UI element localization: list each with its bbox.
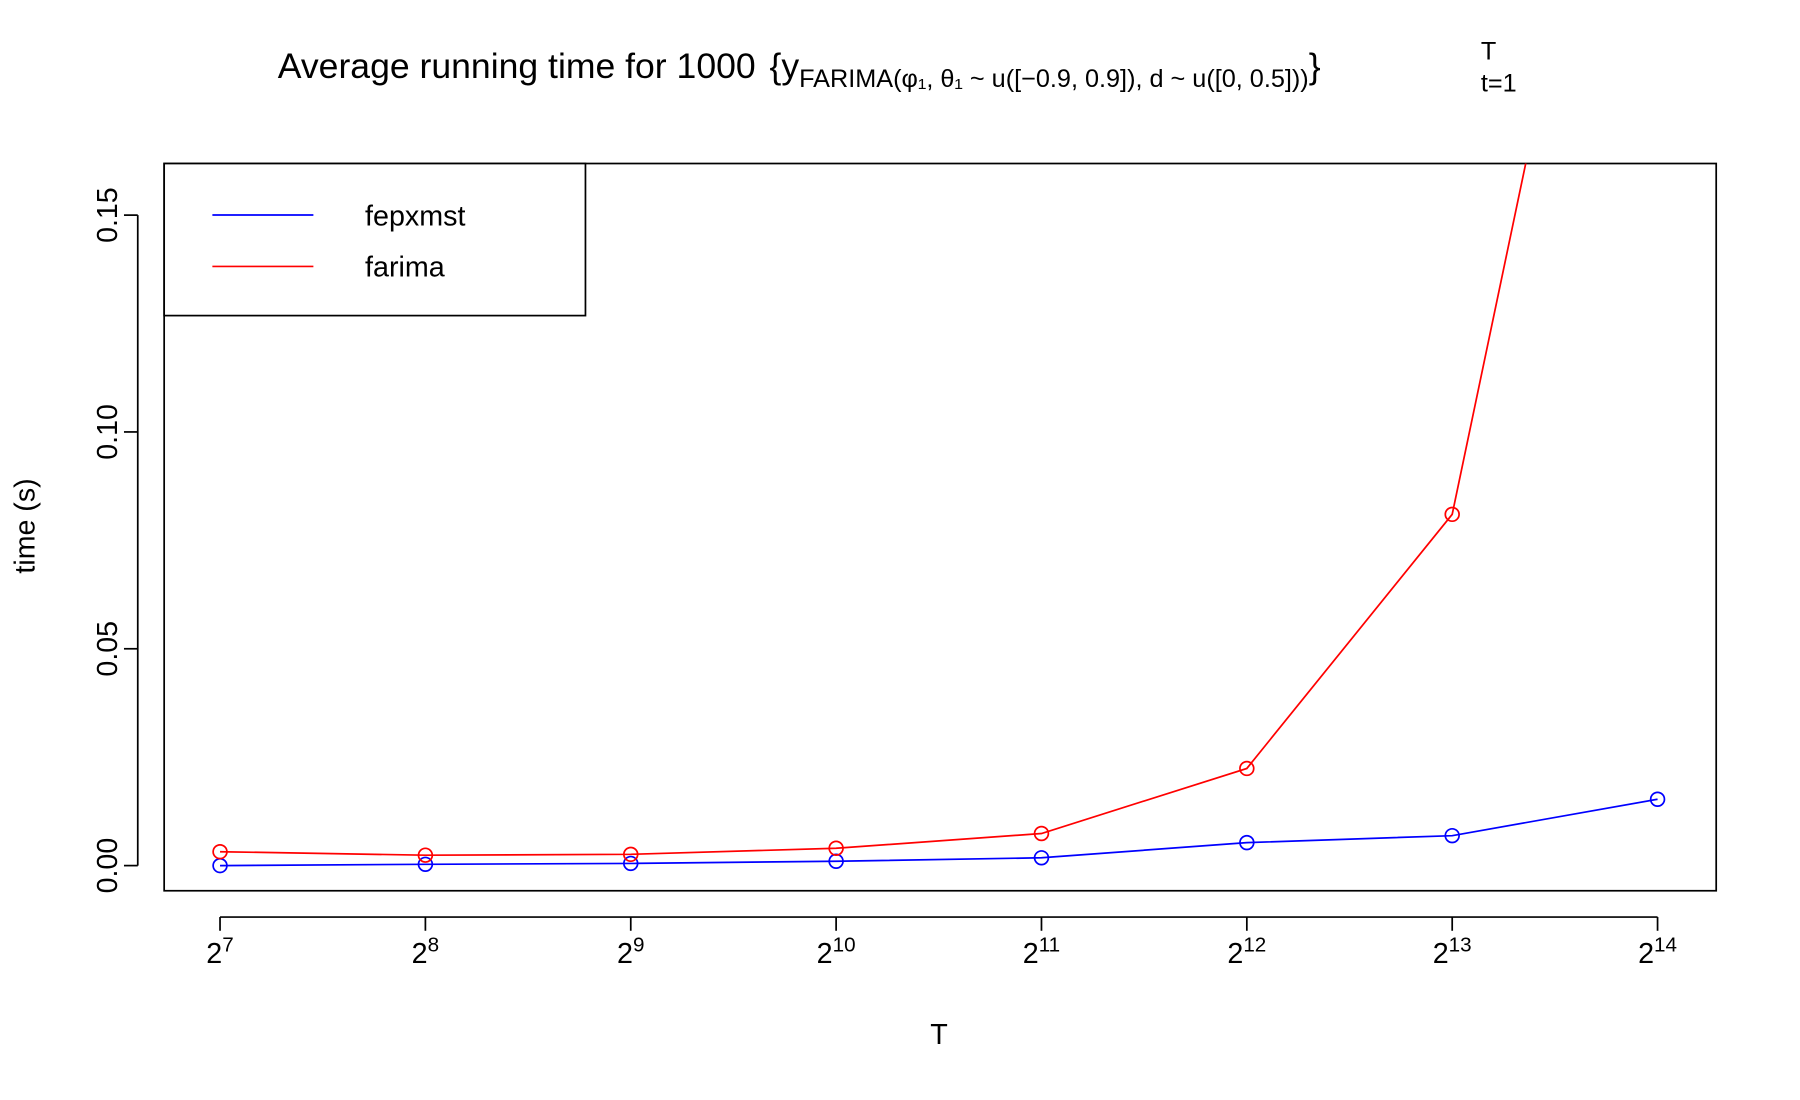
- x-tick-exponent: 10: [833, 933, 856, 956]
- x-tick-exponent: 13: [1449, 933, 1472, 956]
- data-point: [212, 844, 228, 860]
- x-tick-base: 2: [817, 938, 833, 970]
- x-tick-base: 2: [206, 938, 222, 970]
- title-set: }: [1309, 46, 1321, 86]
- legend-box: [163, 162, 587, 317]
- x-tick-label: 210: [817, 933, 856, 969]
- legend-label: farima: [365, 252, 445, 284]
- x-tick-label: 211: [1023, 933, 1060, 969]
- x-tick-exponent: 14: [1654, 933, 1677, 956]
- x-tick-label: 29: [617, 933, 644, 969]
- x-tick-label: 214: [1638, 933, 1677, 969]
- data-point: [1033, 825, 1050, 842]
- y-tick-label: 0.10: [92, 404, 124, 460]
- title-lower: t=1: [1481, 70, 1517, 98]
- x-axis-label: T: [930, 1019, 948, 1051]
- x-tick-label: 28: [412, 933, 439, 969]
- legend-label: fepxmst: [365, 200, 465, 232]
- data-point: [417, 847, 434, 863]
- plot-frame: [163, 162, 1718, 892]
- data-point: [1033, 850, 1050, 866]
- title-set: {y: [769, 46, 799, 86]
- data-point: [1239, 834, 1255, 851]
- chart-title: Average running time for 1000 {yFARIMA(φ₁…: [278, 46, 1321, 93]
- x-tick-exponent: 9: [633, 933, 644, 956]
- series-line: [220, 163, 1527, 857]
- y-tick-label: 0.00: [92, 838, 124, 894]
- x-tick-exponent: 11: [1039, 933, 1060, 956]
- x-tick-label: 213: [1433, 933, 1472, 969]
- title-main: Average running time for 1000: [278, 46, 756, 86]
- x-tick-base: 2: [1433, 938, 1449, 970]
- y-tick-label: 0.05: [92, 621, 124, 677]
- x-tick-base: 2: [1023, 938, 1039, 970]
- x-tick-base: 2: [412, 938, 428, 970]
- data-point: [828, 840, 844, 856]
- data-point: [1239, 760, 1255, 777]
- title-subscript: FARIMA(φ₁, θ₁ ~ u([−0.9, 0.9]), d ~ u([0…: [799, 65, 1309, 93]
- x-tick-label: 27: [206, 933, 233, 969]
- x-tick-exponent: 8: [428, 933, 439, 956]
- data-point: [1649, 791, 1666, 807]
- data-point: [623, 855, 639, 872]
- x-tick-exponent: 7: [222, 933, 233, 956]
- x-tick-exponent: 12: [1243, 933, 1266, 956]
- title-superscript: T: [1481, 38, 1496, 66]
- x-tick-base: 2: [1638, 938, 1654, 970]
- data-point: [623, 846, 639, 863]
- x-tick-label: 212: [1227, 933, 1266, 969]
- data-point: [1444, 506, 1460, 523]
- data-point: [417, 856, 434, 873]
- series-line: [220, 798, 1658, 867]
- x-tick-base: 2: [1227, 938, 1243, 970]
- y-tick-label: 0.15: [92, 187, 124, 243]
- plot-area: [212, 163, 1666, 874]
- legend: fepxmst farima: [163, 162, 587, 317]
- y-axis-label: time (s): [9, 478, 41, 573]
- data-point: [1444, 827, 1460, 844]
- x-tick-base: 2: [617, 938, 633, 970]
